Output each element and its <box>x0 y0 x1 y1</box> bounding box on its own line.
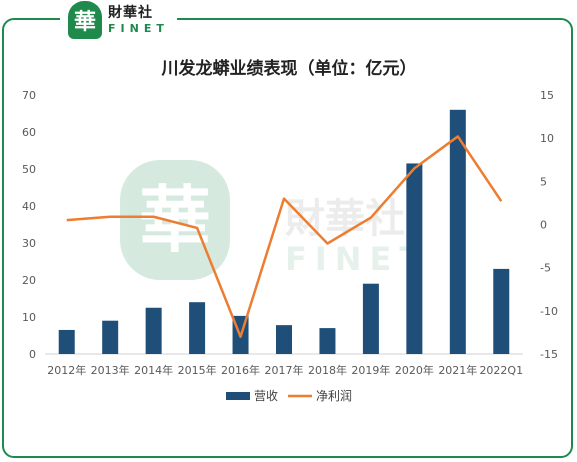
y-right-tick-label: -15 <box>540 348 558 361</box>
y-left-tick-label: 50 <box>22 163 36 176</box>
bar-revenue <box>362 283 379 354</box>
x-tick-label: 2015年 <box>178 363 217 377</box>
x-tick-label: 2020年 <box>395 363 434 377</box>
legend-label-net-profit: 净利润 <box>316 389 352 403</box>
line-net-profit <box>66 135 503 338</box>
y-right-tick-label: 5 <box>540 175 547 188</box>
watermark-badge <box>120 160 230 280</box>
bar-revenue <box>319 328 336 354</box>
brand-badge: 華 <box>68 1 102 39</box>
watermark-badge-char: 華 <box>139 177 211 262</box>
bar-revenue <box>406 163 423 354</box>
chart-frame <box>2 18 573 458</box>
x-tick-label: 2014年 <box>134 363 173 377</box>
y-left-tick-label: 10 <box>22 311 36 324</box>
x-tick-label: 2019年 <box>351 363 390 377</box>
watermark-name-en: FINET <box>285 240 429 278</box>
bar-revenue <box>493 268 510 354</box>
legend-swatch-revenue <box>226 392 250 400</box>
x-tick-label: 2017年 <box>265 363 304 377</box>
y-right-tick-label: -5 <box>540 262 551 275</box>
y-left-tick-label: 70 <box>22 89 36 102</box>
line-group <box>66 135 503 338</box>
brand-text: 財華社 FINET <box>108 6 169 34</box>
y-left-tick-label: 0 <box>29 348 36 361</box>
watermark: 華 財華社 FINET <box>120 160 429 280</box>
y-right-tick-label: 10 <box>540 132 554 145</box>
y-right-tick-label: 15 <box>540 89 554 102</box>
bar-revenue <box>145 307 162 354</box>
bars-group <box>58 109 510 354</box>
x-tick-label: 2021年 <box>438 363 477 377</box>
x-tick-label: 2016年 <box>221 363 260 377</box>
brand-name-cn: 財華社 <box>108 5 153 21</box>
y-left-tick-label: 20 <box>22 274 36 287</box>
bar-revenue <box>58 329 75 354</box>
x-tick-label: 2012年 <box>47 363 86 377</box>
y-left-tick-label: 60 <box>22 126 36 139</box>
x-tick-label: 2022Q1 <box>479 364 523 377</box>
x-tick-labels: 2012年 2013年 2014年 2015年 2016年 2017年 2018年 2019年… <box>47 363 523 377</box>
legend-label-revenue: 营收 <box>254 389 278 403</box>
bar-revenue <box>102 320 119 354</box>
bar-revenue <box>276 325 292 354</box>
chart-title: 川发龙蟒业绩表现（单位：亿元） <box>161 58 417 79</box>
legend: 营收 净利润 <box>226 389 352 403</box>
brand-name-en: FINET <box>108 22 169 35</box>
x-tick-label: 2013年 <box>91 363 130 377</box>
bar-revenue <box>449 109 466 354</box>
bar-revenue <box>189 302 206 354</box>
y-right-tick-label: -10 <box>540 305 558 318</box>
x-tick-label: 2018年 <box>308 363 347 377</box>
y-left-tick-label: 40 <box>22 200 36 213</box>
brand-logo: 華 財華社 FINET <box>60 0 177 40</box>
y-right-tick-label: 0 <box>540 219 547 232</box>
y-left-tick-label: 30 <box>22 237 36 250</box>
